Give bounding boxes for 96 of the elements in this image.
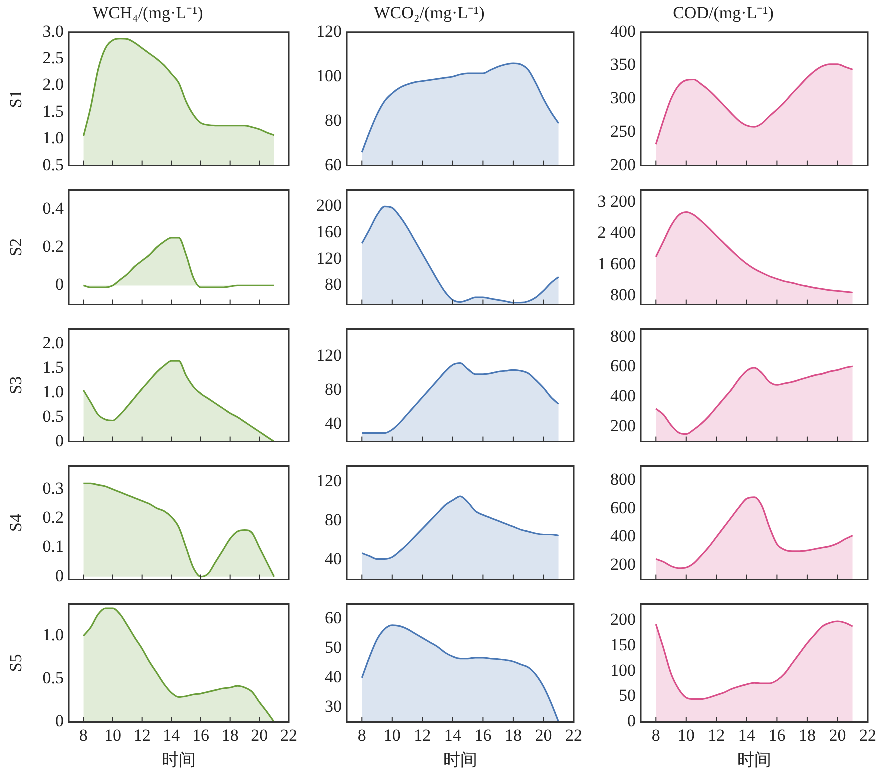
y-tick-label: 1.0 bbox=[42, 382, 64, 402]
x-tick-label: 12 bbox=[708, 726, 726, 745]
y-axis-title: S4 bbox=[6, 514, 26, 532]
chart-title: WCO₂/(mg·L⁻¹) bbox=[374, 4, 485, 23]
x-tick-label: 18 bbox=[798, 726, 816, 745]
y-tick-label: 400 bbox=[610, 386, 636, 406]
y-tick-label: 0.2 bbox=[42, 236, 64, 256]
x-axis-title: 时间 bbox=[162, 750, 196, 770]
x-tick-label: 22 bbox=[860, 726, 876, 745]
x-tick-label: 16 bbox=[768, 726, 786, 745]
y-tick-label: 0.5 bbox=[42, 668, 64, 688]
y-tick-label: 50 bbox=[325, 638, 342, 657]
x-tick-label: 20 bbox=[829, 726, 846, 745]
y-tick-label: 100 bbox=[610, 660, 636, 680]
y-tick-label: 200 bbox=[610, 555, 636, 574]
x-tick-label: 10 bbox=[384, 726, 401, 745]
x-tick-label: 10 bbox=[104, 726, 122, 745]
y-tick-label: 1.5 bbox=[42, 102, 64, 121]
y-axis-title: S5 bbox=[6, 654, 26, 672]
x-axis-title: 时间 bbox=[444, 750, 478, 770]
y-tick-label: 200 bbox=[610, 155, 636, 174]
y-tick-label: 200 bbox=[610, 610, 636, 629]
y-tick-label: 40 bbox=[325, 550, 342, 569]
y-axis-title: S1 bbox=[6, 90, 26, 108]
y-tick-label: 1.0 bbox=[42, 626, 64, 645]
y-tick-label: 2.0 bbox=[42, 333, 64, 352]
y-tick-label: 400 bbox=[610, 526, 636, 546]
x-tick-label: 18 bbox=[504, 726, 522, 745]
y-tick-label: 40 bbox=[325, 414, 342, 434]
y-tick-label: 60 bbox=[325, 155, 342, 174]
x-tick-label: 8 bbox=[358, 726, 366, 745]
y-tick-label: 350 bbox=[610, 55, 636, 74]
x-tick-label: 8 bbox=[652, 726, 660, 745]
y-tick-label: 0.2 bbox=[42, 508, 64, 528]
y-tick-label: 100 bbox=[316, 66, 342, 86]
chart-title: WCH₄/(mg·L⁻¹) bbox=[92, 4, 204, 23]
y-tick-label: 0.3 bbox=[42, 478, 64, 498]
y-tick-label: 600 bbox=[610, 356, 636, 376]
x-tick-label: 20 bbox=[535, 726, 552, 745]
y-tick-label: 2 400 bbox=[598, 223, 636, 242]
y-tick-label: 120 bbox=[316, 346, 342, 365]
x-tick-label: 10 bbox=[678, 726, 695, 745]
y-tick-label: 0.5 bbox=[42, 406, 64, 426]
x-axis-title: 时间 bbox=[738, 750, 772, 770]
y-tick-label: 50 bbox=[619, 686, 636, 706]
y-tick-label: 120 bbox=[316, 471, 342, 490]
y-tick-label: 120 bbox=[316, 248, 342, 268]
y-tick-label: 2.0 bbox=[42, 75, 64, 94]
x-tick-label: 14 bbox=[444, 726, 462, 745]
y-tick-label: 150 bbox=[610, 635, 636, 654]
x-tick-label: 20 bbox=[251, 726, 268, 745]
y-tick-label: 80 bbox=[325, 510, 342, 530]
y-tick-label: 2.5 bbox=[42, 48, 64, 68]
y-tick-label: 800 bbox=[610, 326, 636, 346]
y-tick-label: 80 bbox=[325, 380, 342, 400]
y-tick-label: 0.5 bbox=[42, 155, 64, 174]
x-tick-label: 16 bbox=[192, 726, 210, 745]
y-tick-label: 40 bbox=[325, 667, 342, 686]
y-tick-label: 0 bbox=[56, 566, 64, 586]
y-tick-label: 3 200 bbox=[598, 192, 636, 212]
y-tick-label: 0 bbox=[56, 431, 64, 450]
x-tick-label: 14 bbox=[738, 726, 756, 745]
x-tick-label: 16 bbox=[474, 726, 492, 745]
y-tick-label: 1.0 bbox=[42, 128, 64, 148]
y-tick-label: 800 bbox=[610, 285, 636, 304]
y-tick-label: 1 600 bbox=[598, 254, 636, 274]
y-tick-label: 200 bbox=[610, 416, 636, 436]
x-tick-label: 14 bbox=[163, 726, 181, 745]
y-tick-label: 0.1 bbox=[42, 537, 64, 556]
chart-title: COD/(mg·L⁻¹) bbox=[673, 4, 774, 23]
x-tick-label: 22 bbox=[280, 726, 298, 745]
x-tick-label: 8 bbox=[79, 726, 88, 745]
y-tick-label: 160 bbox=[316, 222, 342, 242]
y-axis-title: S2 bbox=[6, 238, 26, 256]
x-tick-label: 12 bbox=[414, 726, 432, 745]
y-tick-label: 250 bbox=[610, 122, 636, 141]
x-tick-label: 22 bbox=[566, 726, 582, 745]
x-tick-label: 12 bbox=[134, 726, 151, 745]
y-tick-label: 0 bbox=[56, 712, 64, 731]
y-tick-label: 600 bbox=[610, 498, 636, 518]
y-axis-title: S3 bbox=[6, 376, 26, 394]
y-tick-label: 200 bbox=[316, 196, 342, 216]
y-tick-label: 3.0 bbox=[42, 22, 64, 41]
y-tick-label: 60 bbox=[325, 608, 342, 628]
y-tick-label: 400 bbox=[610, 22, 636, 41]
y-tick-label: 0 bbox=[56, 275, 64, 294]
x-tick-label: 18 bbox=[222, 726, 239, 745]
y-tick-label: 30 bbox=[325, 696, 342, 716]
y-tick-label: 1.5 bbox=[42, 358, 64, 377]
y-tick-label: 0 bbox=[628, 712, 636, 731]
y-tick-label: 0.4 bbox=[42, 198, 64, 218]
y-tick-label: 300 bbox=[610, 88, 636, 108]
y-tick-label: 80 bbox=[325, 110, 342, 130]
y-tick-label: 120 bbox=[316, 22, 342, 41]
y-tick-label: 800 bbox=[610, 470, 636, 489]
y-tick-label: 80 bbox=[325, 275, 342, 294]
